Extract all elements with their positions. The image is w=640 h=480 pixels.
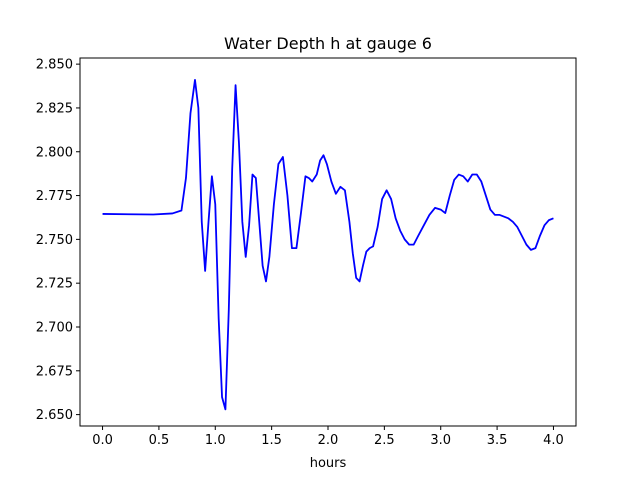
y-tick-label: 2.825 <box>36 101 73 116</box>
y-tick-label: 2.850 <box>36 58 73 73</box>
y-tick-label: 2.725 <box>36 277 73 292</box>
plot-area: 0.0 0.5 1.0 1.5 2.0 2.5 3.0 3.5 4.0 2.650 2.675 2.7… <box>36 57 577 448</box>
y-tick-label: 2.775 <box>36 189 73 204</box>
x-tick-label: 2.5 <box>374 433 395 448</box>
x-tick-label: 1.5 <box>261 433 282 448</box>
x-tick-label: 3.0 <box>430 433 451 448</box>
x-tick-label: 0.5 <box>149 433 170 448</box>
x-tick-label: 2.0 <box>318 433 339 448</box>
y-tick-label: 2.650 <box>36 408 73 423</box>
chart-title: Water Depth h at gauge 6 <box>224 34 432 53</box>
x-tick-label: 4.0 <box>543 433 564 448</box>
x-axis-label: hours <box>310 456 347 471</box>
y-tick-label: 2.675 <box>36 364 73 379</box>
x-tick-label: 3.5 <box>487 433 508 448</box>
x-tick-label: 0.0 <box>92 433 113 448</box>
x-tick-label: 1.0 <box>205 433 226 448</box>
y-tick-label: 2.800 <box>36 145 73 160</box>
series-line-1 <box>102 79 554 411</box>
y-tick-label: 2.750 <box>36 233 73 248</box>
y-tick-label: 2.700 <box>36 320 73 335</box>
